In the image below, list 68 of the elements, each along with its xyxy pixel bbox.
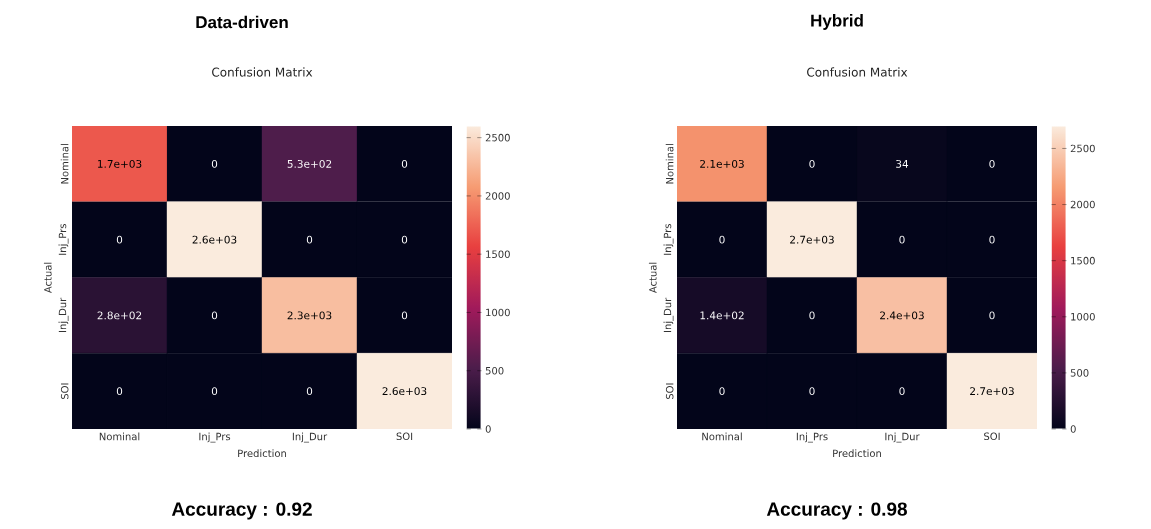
x-tick-label: Nominal [99,432,140,441]
data-label: 0 [809,159,815,168]
data-label: 0 [116,387,123,396]
color-bar-label: 2000 [1070,200,1095,209]
data-label: 0 [211,159,218,168]
y-axis-title: Actual [43,262,52,294]
data-label: 2.4e+03 [880,311,924,320]
data-label: 2.6e+03 [192,235,237,244]
data-label: 0 [719,235,725,244]
chart-subtitle: Confusion Matrix [807,67,908,77]
data-label: 0 [899,387,905,396]
y-tick-label: Nominal [665,144,674,184]
text: Accuracy : 0.92 [171,502,312,520]
text: Accuracy : 0.98 [766,502,907,520]
x-tick-label: Inj_Dur [885,432,920,443]
data-label: 1.7e+03 [98,159,142,168]
color-bar-label: 2500 [1070,144,1095,153]
data-label: 0 [401,235,408,244]
color-bar-label: 0 [485,425,491,433]
chart-title: Hybrid [811,14,863,30]
data-label: 0 [401,159,408,168]
color-bar-label: 1000 [486,308,510,317]
data-label: 0 [899,235,905,244]
color-bar-label: 1000 [1071,312,1095,321]
x-tick-label: SOI [396,432,413,441]
data-label: 0 [719,387,725,396]
x-axis-title: Prediction [238,449,287,458]
data-label: 0 [989,235,995,244]
color-bar-label: 1500 [1071,256,1095,265]
x-tick-label: Inj_Dur [292,432,328,443]
x-tick-label: Nominal [702,432,742,441]
data-label: 0 [306,235,313,244]
y-axis-title: Actual [648,262,657,294]
data-label: 2.3e+03 [287,311,332,320]
color-bar-label: 500 [485,366,504,375]
y-tick-label: Inj_Prs [663,223,674,255]
x-tick-label: SOI [984,432,1000,441]
data-label: 0 [809,387,815,396]
data-label: 0 [989,159,995,168]
data-label: 2.1e+03 [700,159,744,168]
data-label: 1.4e+02 [700,311,744,320]
data-label: 2.7e+03 [790,235,834,244]
data-label: 0 [809,311,815,320]
y-tick-label: Inj_Prs [58,223,69,255]
color-bar-label: 500 [1070,369,1089,377]
y-tick-label: Nominal [60,144,69,184]
data-label: 2.8e+02 [97,311,142,320]
data-label: 0 [211,387,218,396]
y-tick-label: Inj_Dur [663,297,674,332]
color-bar-label: 2000 [485,192,510,200]
y-tick-label: SOI [665,383,674,400]
color-bar-label: 2500 [485,133,510,142]
data-label: 0 [116,235,123,244]
color-bar-label: 0 [1070,425,1076,433]
data-label: 34 [896,159,909,168]
x-axis-title: Prediction [833,449,881,458]
color-bar-label: 1500 [486,250,510,258]
chart-subtitle: Confusion Matrix [212,67,313,77]
chart-title: Data-driven [196,15,288,29]
data-label: 5.3e+02 [287,159,332,168]
y-tick-label: Inj_Dur [58,297,69,332]
data-label: 2.6e+03 [382,387,427,396]
x-tick-label: Inj_Prs [199,432,231,443]
data-label: 0 [211,311,218,320]
y-tick-label: SOI [60,383,69,400]
data-label: 0 [306,387,313,396]
x-tick-label: Inj_Prs [796,432,828,443]
data-label: 2.7e+03 [970,387,1014,396]
